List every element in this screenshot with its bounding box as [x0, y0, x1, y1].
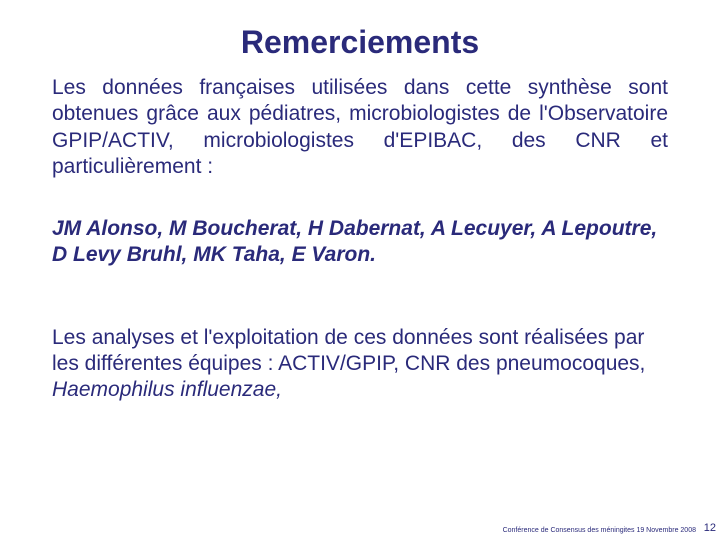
footer-note: Conférence de Consensus des méningites 1…	[503, 527, 696, 534]
analysis-text-1: Les analyses et l'exploitation de ces do…	[52, 326, 644, 349]
slide-container: Remerciements Les données françaises uti…	[0, 0, 720, 540]
intro-paragraph: Les données françaises utilisées dans ce…	[52, 75, 668, 180]
names-block: JM Alonso, M Boucherat, H Dabernat, A Le…	[52, 216, 668, 269]
slide-title: Remerciements	[52, 24, 668, 61]
names-line-2: D Levy Bruhl, MK Taha, E Varon.	[52, 243, 376, 266]
page-number: 12	[704, 522, 716, 534]
analysis-paragraph: Les analyses et l'exploitation de ces do…	[52, 325, 668, 404]
names-line-1: JM Alonso, M Boucherat, H Dabernat, A Le…	[52, 217, 657, 240]
analysis-italic: Haemophilus influenzae,	[52, 378, 282, 401]
analysis-text-2: les différentes équipes : ACTIV/GPIP, CN…	[52, 352, 645, 375]
